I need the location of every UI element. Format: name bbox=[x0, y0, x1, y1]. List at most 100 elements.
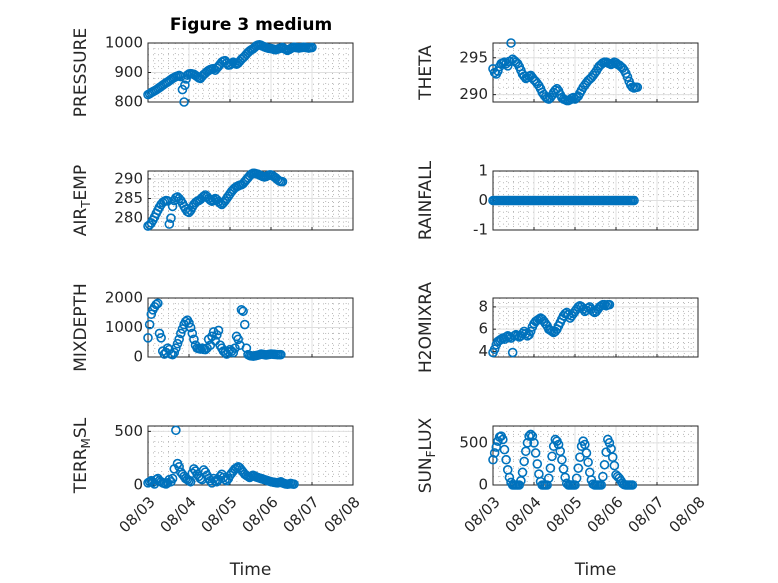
data-point-sunflux bbox=[543, 473, 554, 484]
data-point-sunflux bbox=[570, 480, 580, 490]
data-point-mixdepth bbox=[238, 306, 248, 317]
data-point-mixdepth bbox=[276, 349, 286, 360]
y-tick-label: 6 bbox=[478, 320, 488, 338]
y-tick-label: 900 bbox=[114, 63, 143, 81]
data-point-mixdepth bbox=[236, 304, 247, 315]
data-point-mixdepth bbox=[144, 319, 155, 330]
data-point-mixdepth bbox=[228, 347, 239, 358]
data-point-sunflux bbox=[527, 431, 538, 441]
y-axis-label-airtemp: AIRTEMP bbox=[71, 165, 93, 236]
data-point-pressure bbox=[179, 97, 189, 107]
data-point-h2omixra bbox=[507, 347, 518, 358]
x-tick-label: 08/07 bbox=[279, 493, 322, 536]
subplot-mixdepth: 0 1000 2000 MIXDEPTH bbox=[71, 283, 354, 372]
data-point-h2omixra bbox=[604, 299, 615, 310]
x-tick-label: 08/05 bbox=[542, 493, 585, 536]
data-point-mixdepth bbox=[176, 328, 186, 339]
x-tick-label: 08/05 bbox=[197, 493, 240, 536]
subplot-theta: 290 295 THETA bbox=[416, 38, 699, 106]
data-point-pressure bbox=[176, 71, 186, 82]
data-point-h2omixra bbox=[525, 326, 536, 337]
data-point-sunflux bbox=[599, 459, 610, 470]
data-point-sunflux bbox=[514, 480, 525, 490]
data-point-mixdepth bbox=[143, 333, 153, 343]
data-point-h2omixra bbox=[573, 302, 584, 312]
data-point-sunflux bbox=[627, 480, 638, 490]
data-point-sunflux bbox=[517, 467, 528, 478]
data-point-h2omixra bbox=[534, 314, 544, 324]
x-tick-label: 08/04 bbox=[156, 493, 199, 536]
data-point-airtemp bbox=[166, 213, 176, 223]
y-axis-label-mixdepth: MIXDEPTH bbox=[71, 283, 91, 372]
data-point-sunflux bbox=[583, 457, 593, 468]
x-axis-label-sunflux: Time bbox=[574, 560, 617, 580]
data-point-pressure bbox=[307, 42, 317, 53]
data-point-sunflux bbox=[547, 451, 557, 462]
data-point-sunflux bbox=[498, 434, 508, 445]
y-axis-label-h2omixra: H2OMIXRA bbox=[416, 282, 436, 373]
data-point-mixdepth bbox=[189, 334, 199, 345]
data-point-h2omixra bbox=[547, 326, 557, 337]
y-axis-label-sunflux: SUNFLUX bbox=[416, 417, 438, 493]
y-tick-label: 290 bbox=[114, 169, 143, 187]
data-point-mixdepth bbox=[153, 298, 163, 309]
x-tick-label: 08/08 bbox=[665, 493, 708, 536]
data-point-airtemp bbox=[162, 196, 173, 206]
data-point-terrmsl bbox=[185, 476, 196, 487]
data-point-sunflux bbox=[532, 459, 543, 469]
y-axis-label-rainfall: RAINFALL bbox=[416, 160, 436, 240]
data-point-mixdepth bbox=[230, 343, 240, 353]
data-point-sunflux bbox=[560, 472, 570, 483]
y-axis-label-terrmsl: TERRMSL bbox=[71, 417, 93, 494]
y-tick-label: 0 bbox=[133, 348, 143, 366]
data-point-sunflux bbox=[491, 442, 502, 452]
subplot-h2omixra: 4 6 8 H2OMIXRA bbox=[416, 282, 699, 373]
axes-frame-h2omixra bbox=[492, 297, 699, 358]
data-point-sunflux bbox=[529, 438, 539, 448]
y-tick-label: 0 bbox=[133, 476, 143, 494]
data-point-sunflux bbox=[488, 454, 498, 465]
data-point-mixdepth bbox=[156, 333, 166, 343]
data-point-airtemp bbox=[164, 219, 175, 229]
data-point-terrmsl bbox=[174, 461, 184, 472]
data-point-mixdepth bbox=[174, 334, 184, 345]
data-point-terrmsl bbox=[167, 473, 178, 484]
data-point-theta bbox=[568, 92, 579, 103]
y-tick-label: 1000 bbox=[105, 318, 143, 336]
data-point-sunflux bbox=[522, 438, 533, 448]
data-point-theta bbox=[632, 82, 643, 93]
data-point-h2omixra bbox=[599, 299, 610, 310]
y-tick-label: 2000 bbox=[105, 289, 143, 307]
data-point-mixdepth bbox=[213, 325, 224, 336]
axes-frame-terrmsl bbox=[147, 425, 354, 486]
y-axis-label-pressure: PRESSURE bbox=[71, 28, 91, 117]
data-point-airtemp bbox=[277, 176, 288, 187]
y-tick-label: 800 bbox=[114, 93, 143, 111]
data-point-sunflux bbox=[557, 454, 567, 465]
data-point-terrmsl bbox=[171, 425, 181, 436]
data-point-mixdepth bbox=[171, 343, 181, 353]
data-point-mixdepth bbox=[239, 319, 250, 330]
data-point-h2omixra bbox=[588, 306, 598, 317]
y-tick-label: 0 bbox=[478, 476, 488, 494]
y-tick-label: 285 bbox=[114, 189, 143, 207]
data-point-sunflux bbox=[571, 473, 582, 484]
y-tick-label: 8 bbox=[478, 297, 488, 315]
data-point-mixdepth bbox=[169, 347, 180, 358]
data-point-theta bbox=[506, 38, 516, 48]
data-point-mixdepth bbox=[233, 334, 243, 345]
y-tick-label: 1 bbox=[478, 162, 488, 180]
data-point-sunflux bbox=[598, 471, 608, 482]
y-tick-label: 1000 bbox=[105, 34, 143, 52]
y-tick-label: 280 bbox=[114, 209, 143, 227]
data-point-mixdepth bbox=[184, 318, 194, 328]
subplot-pressure: 800 900 1000 PRESSURE bbox=[71, 28, 354, 117]
data-point-mixdepth bbox=[212, 330, 222, 340]
data-point-sunflux bbox=[542, 480, 552, 490]
data-point-sunflux bbox=[530, 448, 541, 458]
data-point-mixdepth bbox=[185, 322, 196, 333]
